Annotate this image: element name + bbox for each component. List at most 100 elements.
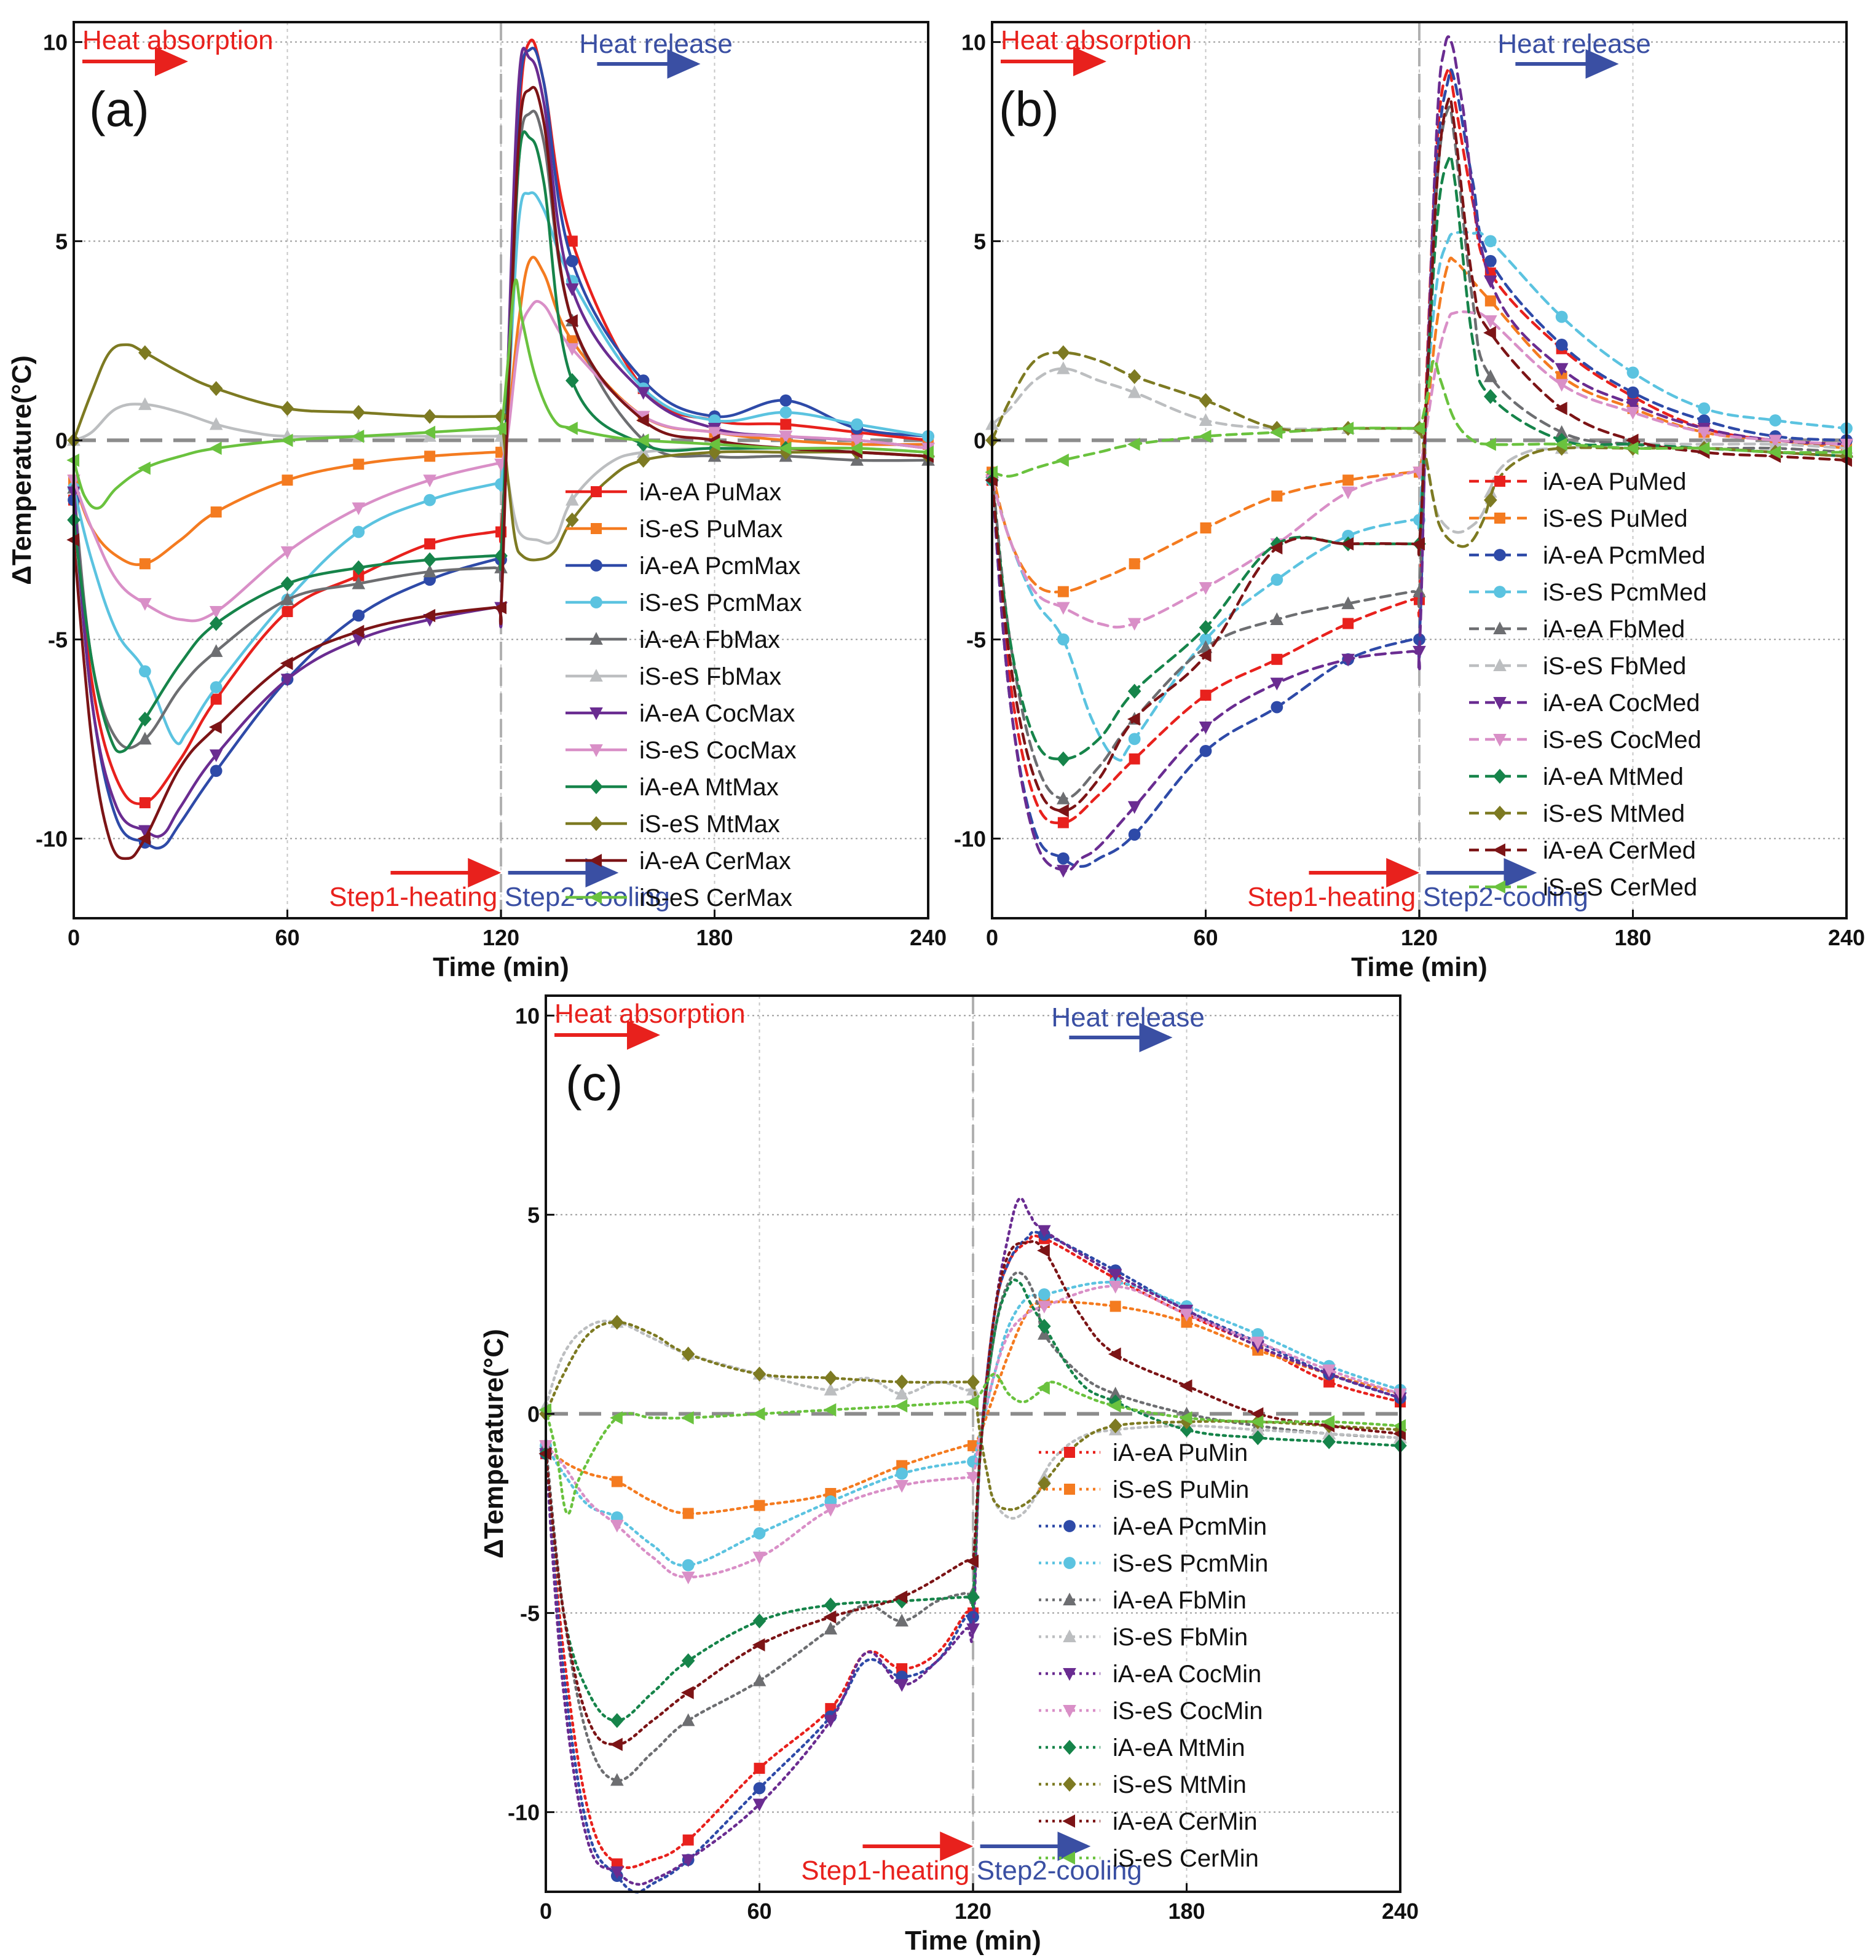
data-point <box>138 461 151 475</box>
series-line <box>72 278 930 510</box>
data-point <box>680 1686 694 1699</box>
data-point <box>280 656 293 671</box>
y-tick-label: 5 <box>974 229 986 254</box>
legend-item: iA-eA PcmMin <box>1039 1513 1267 1540</box>
data-point <box>823 1610 837 1624</box>
data-point <box>895 1374 908 1390</box>
data-point <box>138 598 152 611</box>
data-point <box>422 425 436 439</box>
legend-swatch-marker <box>1063 1592 1076 1605</box>
legend-swatch-marker <box>1492 843 1505 857</box>
legend-swatch-marker <box>591 523 602 534</box>
legend-label: iA-eA PuMax <box>639 479 781 506</box>
x-axis-title: Time (min) <box>433 952 569 982</box>
series-is-es-cermed <box>985 358 1852 479</box>
legend-swatch-marker <box>1063 1739 1076 1755</box>
data-point <box>681 1572 695 1584</box>
data-point <box>209 749 223 763</box>
data-point <box>1625 441 1639 455</box>
data-point <box>1341 596 1355 610</box>
legend-item: iA-eA PcmMed <box>1469 542 1706 569</box>
y-tick-label: -5 <box>520 1600 540 1626</box>
data-point <box>824 1597 838 1613</box>
legend-label: iA-eA MtMax <box>639 774 779 801</box>
data-point <box>610 1773 624 1786</box>
legend-label: iS-eS MtMin <box>1113 1771 1247 1798</box>
data-point <box>966 1589 980 1605</box>
data-point <box>966 1374 980 1390</box>
tick-group: 0 60 120 180 240 -10 -5 0 5 10 <box>954 30 1865 950</box>
data-point <box>636 452 650 468</box>
data-point <box>1180 1414 1194 1430</box>
y-tick-label: -5 <box>48 627 68 652</box>
data-point <box>966 1472 980 1485</box>
data-point <box>1038 1288 1050 1301</box>
data-point <box>1108 1387 1122 1399</box>
legend-swatch-marker <box>1063 1668 1076 1681</box>
data-point <box>752 1613 767 1629</box>
x-tick-label: 180 <box>1614 925 1651 950</box>
data-point <box>138 665 151 678</box>
data-point <box>1109 1301 1121 1312</box>
legend-label: iA-eA FbMin <box>1113 1587 1247 1614</box>
data-point <box>1199 721 1213 734</box>
legend-item: iA-eA MtMin <box>1039 1734 1245 1761</box>
legend-swatch-marker <box>1493 734 1507 747</box>
data-point <box>610 1411 623 1425</box>
data-point <box>138 832 151 846</box>
legend-item: iS-eS PcmMax <box>566 589 802 616</box>
data-point <box>1057 791 1070 805</box>
x-tick-label: 60 <box>1193 925 1218 950</box>
data-point <box>139 558 151 570</box>
data-point <box>752 1638 765 1652</box>
panel-label: (a) <box>89 82 149 136</box>
legend-label: iA-eA CerMin <box>1113 1808 1258 1835</box>
x-axis-title: Time (min) <box>1351 952 1488 982</box>
panel-label: (c) <box>566 1056 623 1111</box>
legend-item: iS-eS PuMed <box>1469 505 1688 532</box>
legend-swatch-marker <box>1492 880 1505 894</box>
series-is-es-pumin <box>540 1296 1406 1519</box>
data-point <box>1057 602 1070 615</box>
data-point <box>1555 363 1569 376</box>
legend-label: iS-eS PcmMin <box>1113 1550 1268 1577</box>
data-point <box>1127 712 1140 726</box>
legend-item: iS-eS FbMax <box>566 663 781 690</box>
data-point <box>352 404 366 420</box>
data-point <box>1198 430 1212 443</box>
data-point <box>895 1613 908 1627</box>
data-point <box>1057 817 1069 828</box>
data-point <box>1342 474 1354 486</box>
legend-label: iS-eS MtMax <box>639 811 780 838</box>
data-point <box>1483 438 1496 451</box>
data-point <box>1341 422 1354 435</box>
legend-item: iA-eA MtMed <box>1469 763 1684 790</box>
legend-swatch-marker <box>1493 805 1507 821</box>
data-point <box>1341 537 1354 551</box>
legend-item: iS-eS PuMin <box>1039 1476 1249 1503</box>
legend-item: iS-eS MtMax <box>566 811 780 838</box>
data-point <box>966 1395 979 1409</box>
data-point <box>610 1519 624 1533</box>
series-line <box>990 351 1848 548</box>
data-point <box>1413 645 1426 659</box>
data-point <box>1199 413 1213 426</box>
y-tick-label: 0 <box>527 1401 540 1427</box>
legend-item: iS-eS CocMax <box>566 737 797 764</box>
legend-swatch-marker <box>1493 697 1507 710</box>
series-is-es-pcmmed <box>986 230 1853 762</box>
data-point <box>824 1621 838 1635</box>
data-point <box>636 433 649 447</box>
data-point <box>967 1455 979 1468</box>
series-is-es-cermax <box>66 278 934 510</box>
data-point <box>1322 1364 1336 1377</box>
data-point <box>1108 1269 1122 1282</box>
series-line <box>990 358 1848 478</box>
legend-label: iS-eS CerMin <box>1113 1845 1259 1872</box>
data-point <box>423 552 436 567</box>
data-point <box>753 1527 766 1540</box>
data-point <box>779 394 792 407</box>
data-point <box>1179 1411 1192 1425</box>
heat-absorption-label: Heat absorption <box>82 25 274 55</box>
data-point <box>1413 633 1425 646</box>
